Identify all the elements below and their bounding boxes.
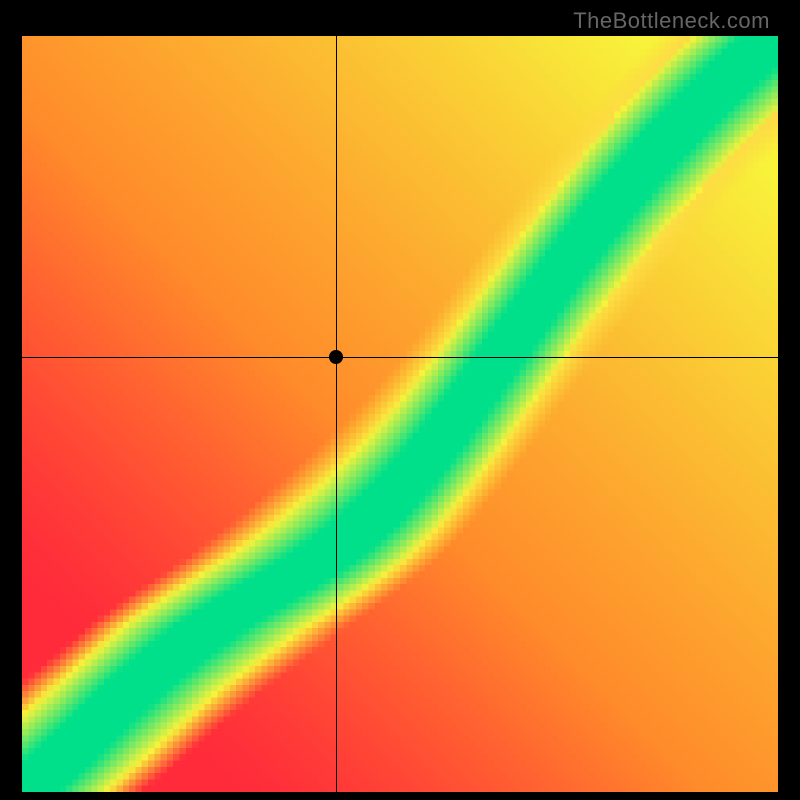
watermark-text: TheBottleneck.com	[573, 8, 770, 34]
heatmap-canvas	[22, 36, 778, 792]
crosshair-vertical	[336, 36, 337, 792]
crosshair-horizontal	[22, 357, 778, 358]
heatmap-plot-area	[22, 36, 778, 792]
crosshair-dot	[329, 350, 343, 364]
